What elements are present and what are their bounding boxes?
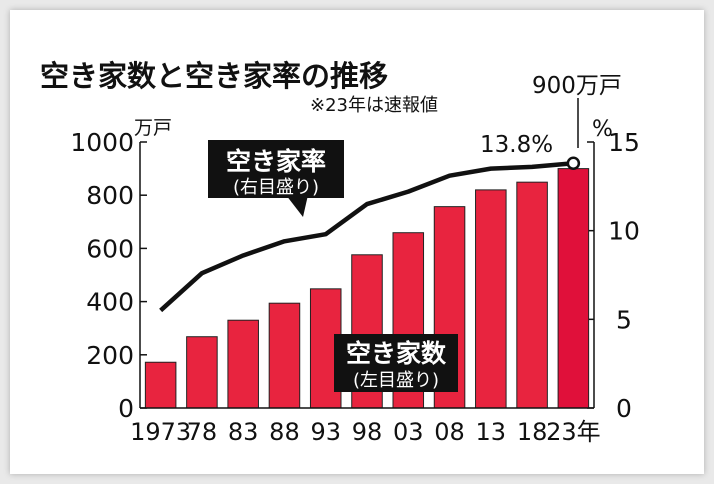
x-tick-label: 93 <box>310 418 341 446</box>
left-tick-label: 600 <box>86 234 134 263</box>
last-rate-annotation: 13.8% <box>480 132 553 158</box>
left-tick-label: 800 <box>86 181 134 210</box>
x-tick-label: 13 <box>476 418 507 446</box>
x-tick-label: 18 <box>517 418 548 446</box>
rate-last-point-marker <box>566 156 581 171</box>
bar-88 <box>268 302 301 409</box>
right-tick-label: 0 <box>616 394 632 423</box>
rate-series-name: 空き家率 <box>226 147 326 176</box>
x-tick-label: 98 <box>352 418 383 446</box>
left-tick-label: 400 <box>86 288 134 317</box>
bar-18 <box>516 181 548 409</box>
last-bar-annotation: 900万戸 <box>532 73 622 99</box>
count-series-label: 空き家数 (左目盛り) <box>334 334 458 392</box>
bar-1973 <box>144 361 177 409</box>
left-tick-label: 0 <box>118 394 134 423</box>
rate-series-sub: (右目盛り) <box>233 177 319 198</box>
chart-note: ※23年は速報値 <box>310 95 438 116</box>
count-series-sub: (左目盛り) <box>353 370 439 391</box>
rate-series-label: 空き家率 (右目盛り) <box>208 140 344 217</box>
rate-line <box>159 161 574 313</box>
x-tick-label: 23年 <box>546 418 601 446</box>
x-tick-label: 78 <box>187 418 218 446</box>
right-tick-label: 10 <box>608 217 640 246</box>
chart-title: 空き家数と空き家率の推移 <box>40 59 388 93</box>
bar-78 <box>186 336 218 409</box>
x-tick-label: 03 <box>393 418 424 446</box>
left-tick-label: 200 <box>86 341 134 370</box>
bar-83 <box>227 319 259 409</box>
x-tick-label: 08 <box>434 418 465 446</box>
left-tick-label: 1000 <box>70 128 134 157</box>
x-tick-label: 1973 <box>130 418 191 446</box>
right-tick-label: 5 <box>616 305 632 334</box>
left-axis-unit: 万戸 <box>134 117 172 139</box>
bar-23年 <box>557 168 590 409</box>
bar-13 <box>475 189 507 409</box>
right-tick-label: 15 <box>608 128 640 157</box>
count-series-name: 空き家数 <box>346 339 447 368</box>
right-axis-unit: % <box>592 117 613 142</box>
right-axis: 0 5 10 15 <box>587 128 640 423</box>
rate-line-series <box>159 156 581 313</box>
chart-frame: 空き家数と空き家率の推移 ※23年は速報値 万戸 % 900万戸 13.8% 0… <box>10 10 704 474</box>
x-tick-label: 83 <box>228 418 259 446</box>
x-tick-label: 88 <box>269 418 300 446</box>
chart-svg: 空き家数と空き家率の推移 ※23年は速報値 万戸 % 900万戸 13.8% 0… <box>40 59 640 446</box>
left-axis: 0 200 400 600 800 1000 <box>70 128 147 423</box>
